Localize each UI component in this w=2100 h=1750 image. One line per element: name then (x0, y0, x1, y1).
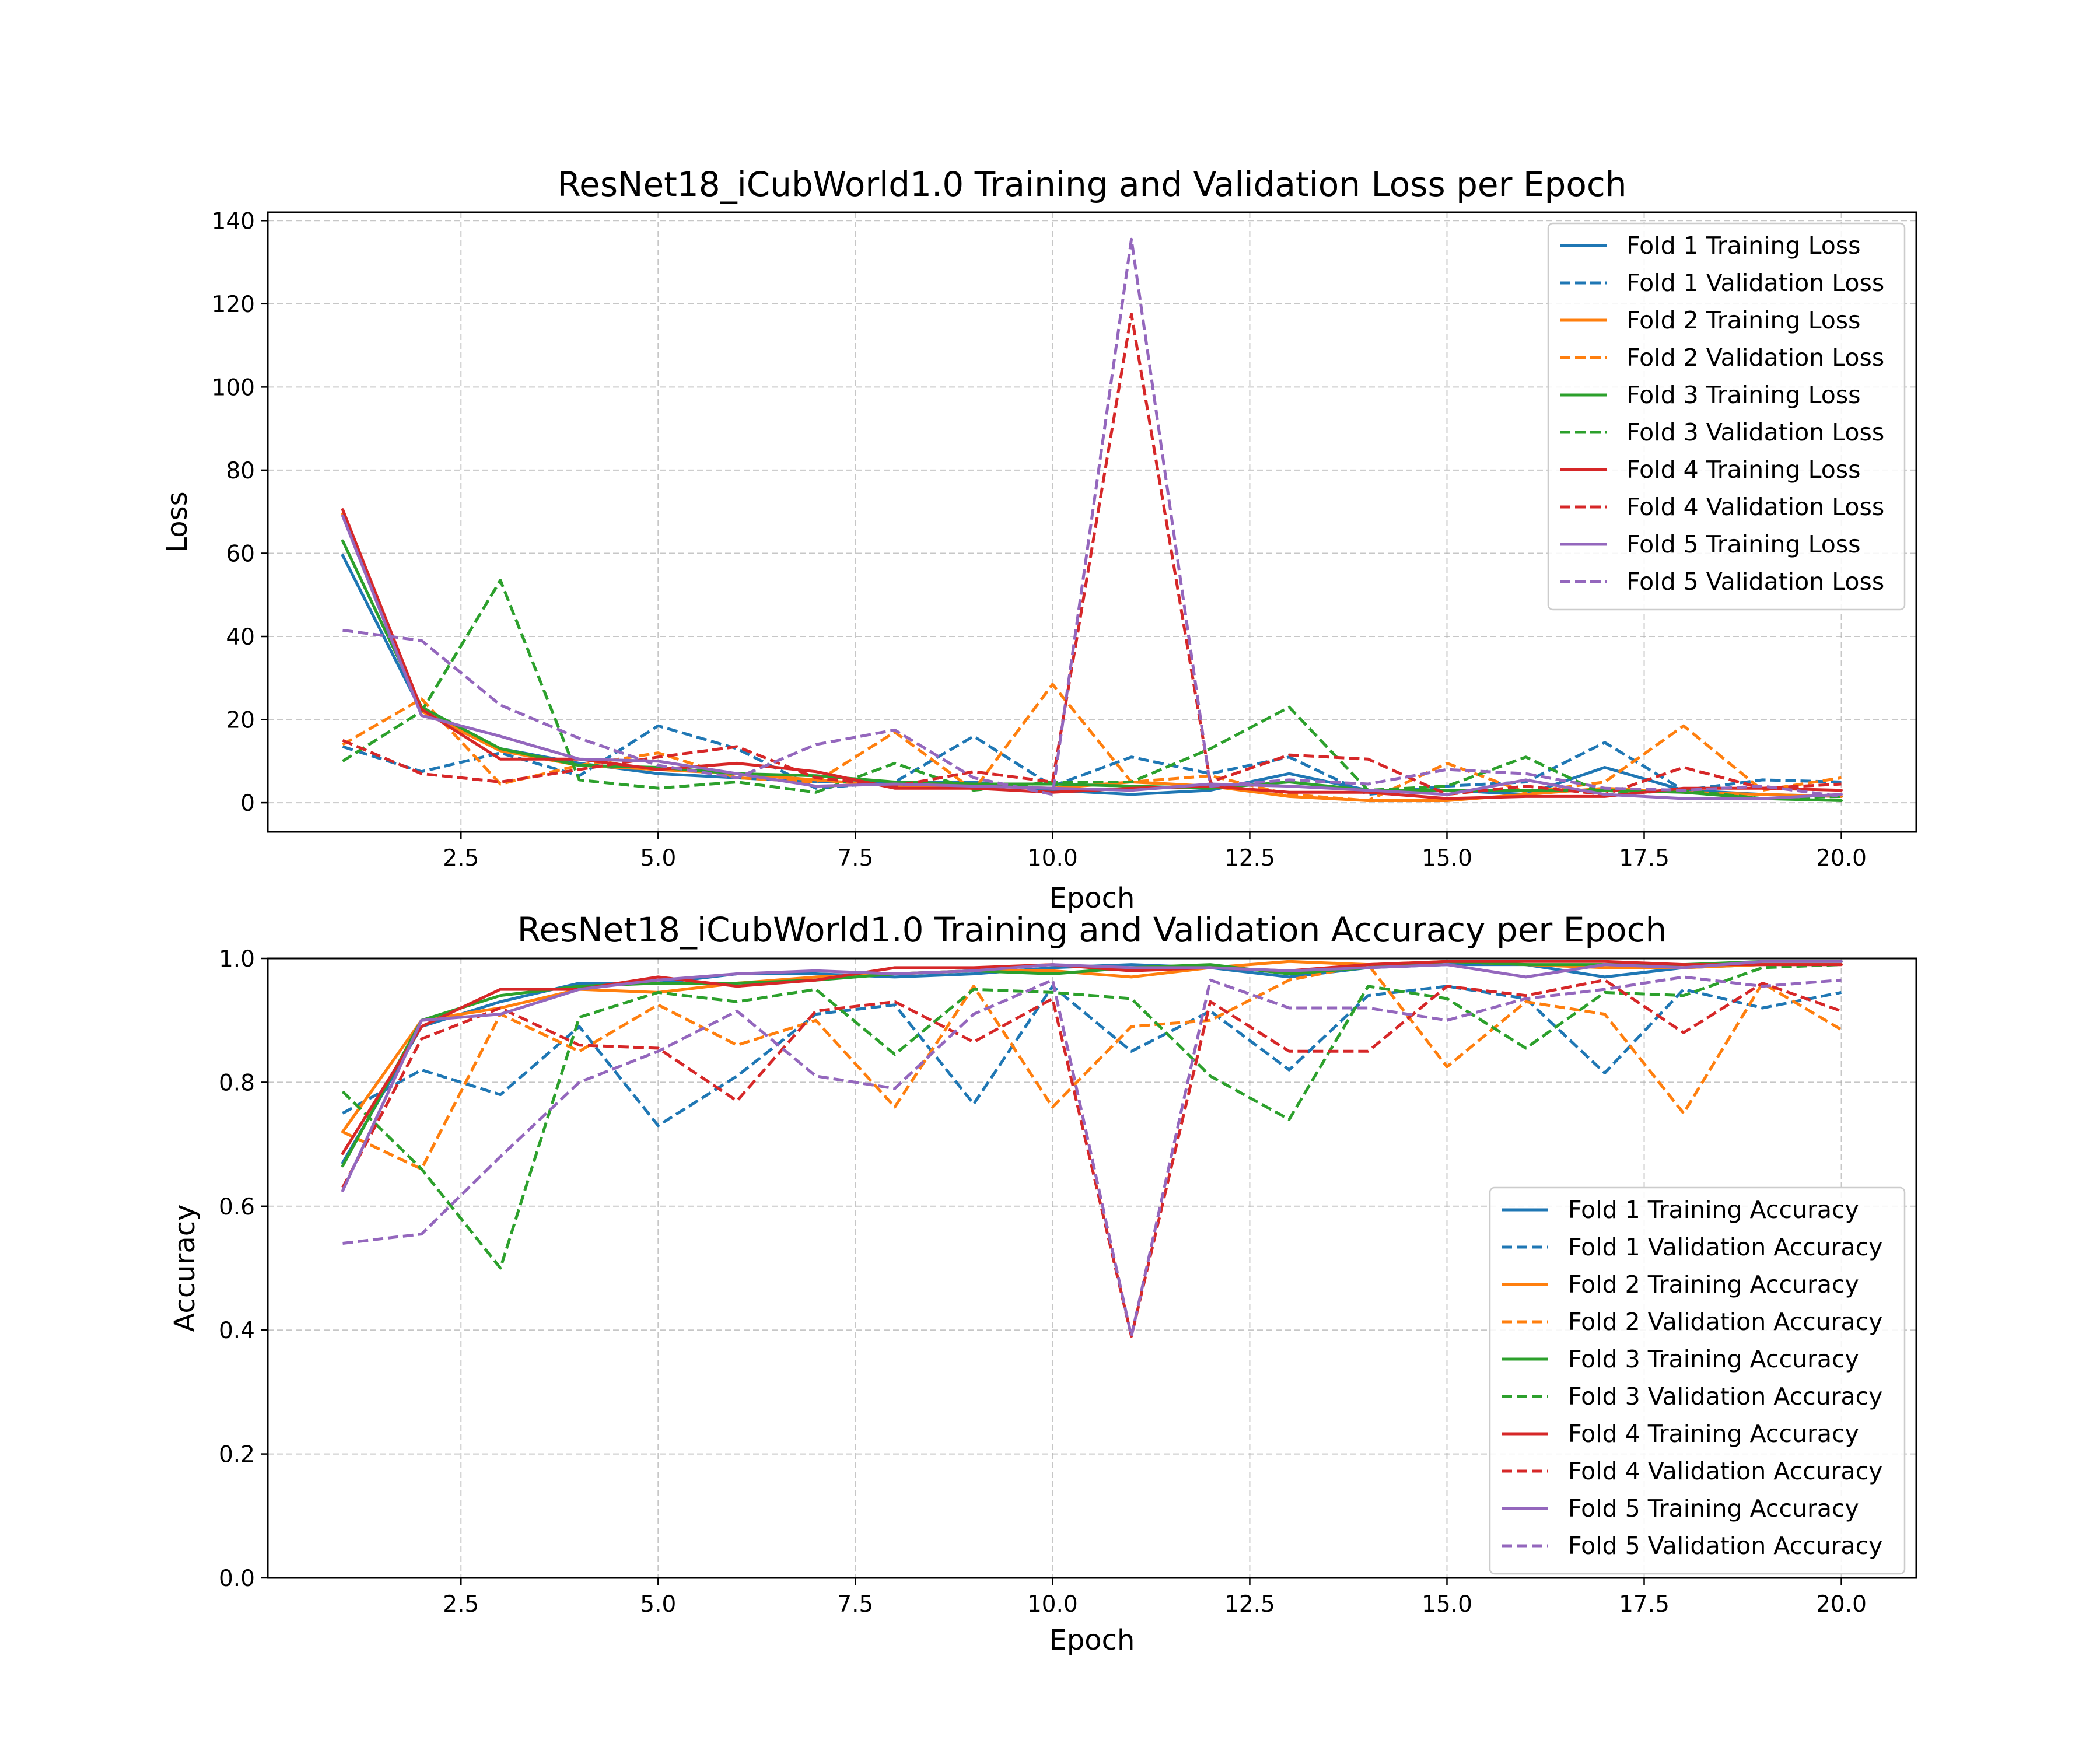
loss-x-tick-label: 20.0 (1816, 845, 1867, 872)
accuracy-legend-label: Fold 5 Validation Accuracy (1568, 1532, 1882, 1560)
accuracy-x-tick-label: 12.5 (1224, 1591, 1275, 1618)
loss-x-tick-label: 2.5 (443, 845, 479, 872)
accuracy-x-tick-label: 15.0 (1422, 1591, 1472, 1618)
loss-legend-label: Fold 2 Validation Loss (1626, 344, 1884, 372)
accuracy-legend-label: Fold 3 Training Accuracy (1568, 1345, 1859, 1373)
accuracy-y-ticks: 0.0 0.2 0.4 0.6 0.8 1.0 (219, 946, 268, 1592)
accuracy-legend-label: Fold 3 Validation Accuracy (1568, 1382, 1882, 1410)
loss-plot-frame (267, 211, 1917, 833)
loss-x-tick-label: 15.0 (1422, 845, 1472, 872)
loss-y-ticks: 0 20 40 60 80 100 120 140 (212, 208, 268, 817)
loss-y-tick-label: 100 (212, 374, 255, 401)
accuracy-y-tick-label: 0.0 (219, 1566, 255, 1592)
accuracy-legend-label: Fold 4 Training Accuracy (1568, 1420, 1859, 1448)
loss-grid (268, 212, 1916, 832)
accuracy-series-line-10 (342, 975, 1842, 1338)
accuracy-legend-label: Fold 4 Validation Accuracy (1568, 1457, 1882, 1485)
accuracy-y-tick-label: 0.8 (219, 1070, 255, 1096)
loss-y-tick-label: 120 (212, 292, 255, 318)
accuracy-y-tick-label: 0.6 (219, 1194, 255, 1220)
loss-legend-label: Fold 4 Training Loss (1626, 456, 1861, 484)
loss-y-tick-label: 0 (240, 790, 255, 817)
accuracy-series-line-9 (341, 960, 1843, 1192)
loss-y-axis-label: Loss (161, 491, 194, 552)
loss-y-tick-label: 80 (226, 458, 255, 484)
loss-x-ticks: 2.5 5.0 7.5 10.0 12.5 15.0 17.5 20.0 (443, 832, 1867, 872)
loss-legend-label: Fold 2 Training Loss (1626, 306, 1861, 334)
accuracy-y-axis-label: Accuracy (169, 1204, 201, 1332)
loss-legend-label: Fold 4 Validation Loss (1626, 493, 1884, 521)
loss-legend-label: Fold 1 Training Loss (1626, 232, 1861, 260)
loss-y-tick-label: 40 (226, 624, 255, 650)
loss-x-tick-label: 12.5 (1224, 845, 1275, 872)
accuracy-legend: Fold 1 Training Accuracy Fold 1 Validatio… (1489, 1186, 1906, 1575)
accuracy-series-line-8 (341, 978, 1842, 1338)
accuracy-x-axis-label: Epoch (1049, 1624, 1135, 1657)
loss-x-tick-label: 5.0 (640, 845, 676, 872)
accuracy-y-tick-label: 1.0 (219, 946, 255, 972)
accuracy-x-ticks: 2.5 5.0 7.5 10.0 12.5 15.0 17.5 20.0 (443, 1578, 1867, 1618)
accuracy-y-tick-label: 0.2 (219, 1442, 255, 1468)
loss-legend-label: Fold 5 Training Loss (1626, 530, 1861, 558)
loss-series-line-6 (342, 579, 1842, 800)
accuracy-series-line-5 (341, 960, 1843, 1168)
accuracy-x-tick-label: 2.5 (443, 1591, 479, 1618)
accuracy-y-tick-label: 0.4 (219, 1318, 255, 1344)
accuracy-chart-title: ResNet18_iCubWorld1.0 Training and Valid… (517, 910, 1667, 950)
loss-series-lines (341, 237, 1843, 802)
loss-legend-box (1547, 222, 1906, 611)
accuracy-plot-frame (267, 957, 1917, 1579)
accuracy-legend-label: Fold 5 Training Accuracy (1568, 1494, 1859, 1522)
loss-legend-label: Fold 5 Validation Loss (1626, 568, 1884, 596)
loss-x-axis-label: Epoch (1049, 882, 1135, 915)
accuracy-series-line-6 (341, 963, 1842, 1270)
loss-y-tick-label: 60 (226, 541, 255, 567)
loss-chart: 2.5 5.0 7.5 10.0 12.5 15.0 17.5 20.0 0 20 40 60 80 1… (161, 164, 1917, 915)
accuracy-legend-box (1489, 1186, 1906, 1575)
accuracy-legend-label: Fold 1 Validation Accuracy (1568, 1233, 1882, 1261)
loss-legend-label: Fold 3 Validation Loss (1626, 418, 1884, 446)
accuracy-x-tick-label: 20.0 (1816, 1591, 1867, 1618)
loss-series-line-10 (342, 237, 1842, 798)
accuracy-legend-label: Fold 2 Validation Accuracy (1568, 1308, 1882, 1336)
loss-chart-title: ResNet18_iCubWorld1.0 Training and Valid… (557, 164, 1626, 204)
loss-legend-label: Fold 3 Training Loss (1626, 381, 1861, 409)
loss-legend-label: Fold 1 Validation Loss (1626, 269, 1884, 297)
accuracy-chart: 2.5 5.0 7.5 10.0 12.5 15.0 17.5 20.0 0.00.20.40… (169, 910, 1917, 1657)
loss-series-line-5 (341, 539, 1843, 802)
accuracy-legend-label: Fold 2 Training Accuracy (1568, 1270, 1859, 1298)
accuracy-legend-label: Fold 1 Training Accuracy (1568, 1196, 1859, 1224)
accuracy-series-lines (341, 960, 1843, 1338)
loss-legend: Fold 1 Training Loss Fold 1 Validation Lo… (1547, 222, 1906, 611)
loss-x-tick-label: 17.5 (1619, 845, 1670, 872)
accuracy-series-line-4 (342, 963, 1842, 1171)
loss-y-tick-label: 140 (212, 208, 255, 235)
loss-series-line-4 (342, 682, 1842, 802)
loss-x-tick-label: 7.5 (837, 845, 873, 872)
accuracy-series-line-2 (342, 985, 1842, 1128)
accuracy-x-tick-label: 7.5 (837, 1591, 873, 1618)
accuracy-x-tick-label: 5.0 (640, 1591, 676, 1618)
loss-y-tick-label: 20 (226, 708, 255, 734)
loss-series-line-9 (341, 514, 1843, 800)
accuracy-x-tick-label: 10.0 (1027, 1591, 1078, 1618)
accuracy-x-tick-label: 17.5 (1619, 1591, 1670, 1618)
loss-x-tick-label: 10.0 (1027, 845, 1078, 872)
